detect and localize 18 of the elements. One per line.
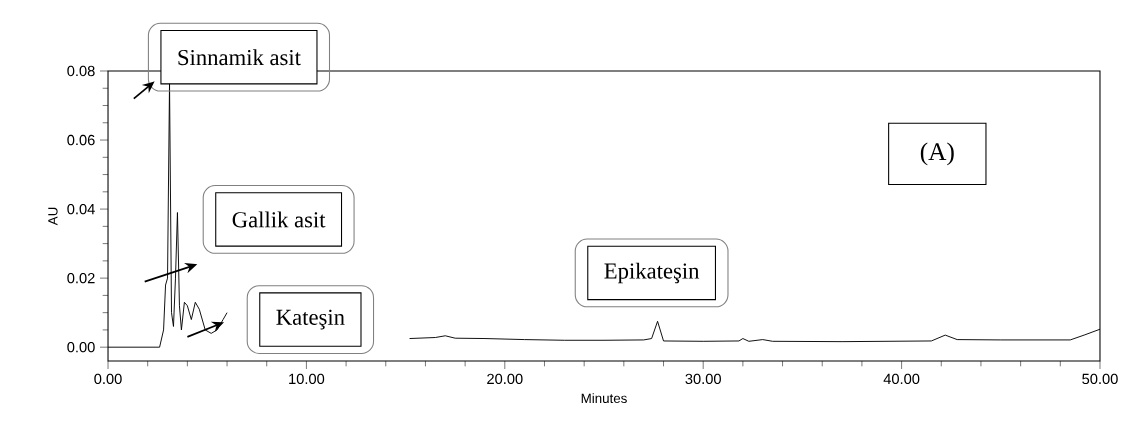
y-tick-label: 0.04 [67, 203, 95, 215]
x-tick-label: 40.00 [883, 373, 920, 385]
annotation: Gallik asit [232, 211, 326, 228]
x-tick-label: 10.00 [289, 373, 325, 385]
x-tick-label: 20.00 [487, 373, 523, 385]
x-axis-title: Minutes [581, 393, 627, 404]
x-tick-label: 30.00 [685, 373, 721, 385]
x-tick-label: 0.00 [94, 373, 122, 385]
annotation: (A) [920, 142, 954, 166]
y-tick-label: 0.00 [67, 342, 95, 353]
annotation: Epikateşin [604, 262, 700, 284]
annotation: Kateşin [276, 309, 345, 330]
annotation: Sinnamik asit [178, 49, 301, 66]
y-tick-label: 0.06 [67, 134, 95, 146]
x-tick-label: 50.00 [1082, 373, 1118, 385]
y-tick-label: 0.08 [67, 65, 95, 77]
y-axis-title: AU [48, 207, 58, 226]
y-tick-label: 0.02 [67, 272, 95, 284]
